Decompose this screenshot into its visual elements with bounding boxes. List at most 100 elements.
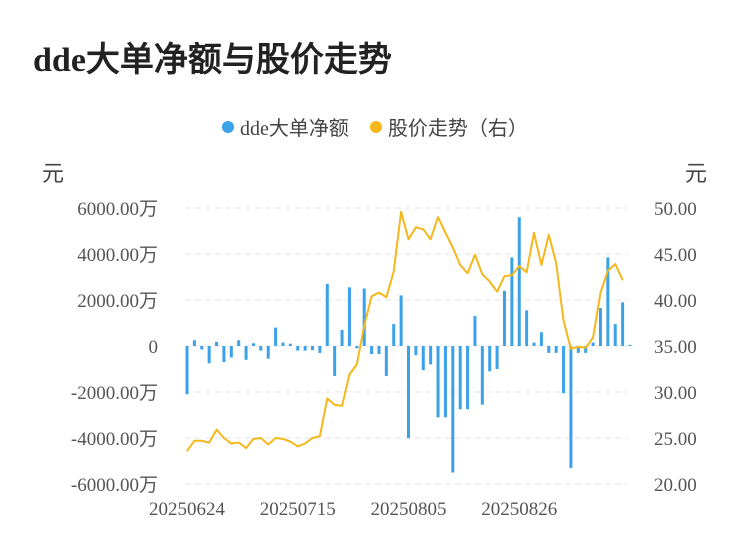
price-point — [444, 232, 447, 234]
dde-bar — [399, 295, 403, 346]
price-point — [466, 272, 469, 275]
chart-title: dde大单净额与股价走势 — [33, 42, 392, 79]
dde-bar — [414, 346, 418, 356]
right-tick-label: 20.00 — [654, 475, 697, 496]
dde-bar — [303, 346, 307, 351]
price-point — [186, 450, 188, 452]
price-line — [186, 210, 624, 452]
price-point — [385, 296, 388, 299]
dde-bar — [613, 324, 617, 346]
price-point — [230, 442, 233, 445]
dde-bar — [355, 346, 359, 349]
price-point — [319, 435, 321, 437]
price-point — [562, 319, 565, 322]
right-tick-label: 45.00 — [654, 245, 697, 266]
dde-bar — [384, 346, 388, 376]
dde-bar — [510, 257, 514, 346]
dde-bar — [451, 346, 455, 473]
price-point — [599, 291, 602, 294]
dde-bar — [192, 340, 196, 346]
price-point — [607, 269, 609, 272]
price-point — [341, 405, 343, 407]
price-point — [511, 274, 513, 276]
price-point — [311, 437, 314, 439]
dde-bar — [318, 346, 322, 353]
dde-bar — [525, 310, 529, 346]
dde-bar — [495, 346, 499, 369]
price-point — [193, 439, 196, 442]
price-point — [540, 264, 543, 266]
price-point — [547, 233, 550, 236]
dde-bar — [288, 343, 292, 346]
dde-bar — [539, 332, 543, 346]
price-point — [356, 363, 358, 366]
dde-bar — [266, 346, 270, 359]
price-point — [274, 437, 277, 439]
dde-bar — [532, 342, 536, 346]
legend-item-dde[interactable]: dde大单净额 — [222, 112, 349, 141]
dde-bar — [562, 346, 566, 394]
x-tick-label: 20250805 — [371, 499, 447, 520]
price-point — [577, 346, 580, 348]
left-tick-label: 0 — [149, 337, 159, 358]
price-point — [296, 445, 299, 448]
price-point — [533, 232, 535, 234]
price-point — [481, 273, 484, 276]
price-point — [437, 216, 439, 218]
price-point — [525, 271, 528, 274]
price-point — [592, 336, 594, 339]
price-point — [200, 439, 203, 442]
price-point — [422, 228, 425, 230]
left-tick-label: 4000.00万 — [77, 245, 158, 266]
dde-bar — [347, 287, 351, 346]
dde-bar — [296, 346, 300, 351]
price-point — [407, 238, 410, 241]
legend-item-price[interactable]: 股价走势（右） — [369, 112, 528, 141]
price-point — [488, 280, 491, 283]
dde-bar — [274, 327, 278, 346]
legend-dot-dde — [222, 120, 235, 133]
left-tick-label: -4000.00万 — [71, 429, 158, 450]
dde-bar — [200, 346, 204, 350]
line-series — [186, 210, 624, 452]
dde-bar — [333, 346, 337, 376]
x-axis-ticks: 20250624 20250715 20250805 20250826 — [149, 499, 557, 520]
price-point — [348, 373, 351, 376]
dde-bar — [502, 290, 506, 346]
dde-bar — [628, 344, 632, 346]
price-point — [584, 347, 587, 349]
dde-bar — [466, 346, 470, 410]
right-tick-label: 25.00 — [654, 429, 697, 450]
dde-bar — [215, 341, 219, 346]
price-point — [304, 442, 306, 445]
dde-bar — [392, 324, 396, 346]
x-tick-label: 20250624 — [149, 499, 226, 520]
price-point — [503, 275, 506, 277]
price-point — [252, 438, 255, 440]
price-point — [474, 254, 476, 256]
dde-bar — [311, 346, 315, 351]
dde-bar — [606, 257, 610, 346]
price-point — [289, 440, 292, 443]
price-point — [223, 437, 225, 439]
dde-bar — [554, 346, 558, 353]
dde-bar — [281, 342, 285, 346]
dde-bar — [370, 346, 374, 355]
dde-bar — [407, 346, 410, 438]
dde-bar — [458, 346, 462, 410]
price-point — [400, 210, 402, 213]
dde-bar — [473, 316, 477, 346]
dde-bar — [621, 302, 625, 346]
right-axis-unit: 元 — [685, 161, 708, 186]
legend-label-dde: dde大单净额 — [240, 118, 349, 140]
dde-bar — [480, 346, 484, 405]
dde-bar — [340, 329, 344, 346]
right-axis-ticks: 20.00 25.00 30.00 35.00 40.00 45.00 50.00 — [654, 199, 697, 496]
price-point — [215, 428, 218, 431]
right-tick-label: 30.00 — [654, 383, 697, 404]
price-point — [237, 441, 240, 444]
dde-bar — [584, 346, 588, 353]
price-point — [208, 441, 210, 444]
price-point — [496, 290, 498, 293]
